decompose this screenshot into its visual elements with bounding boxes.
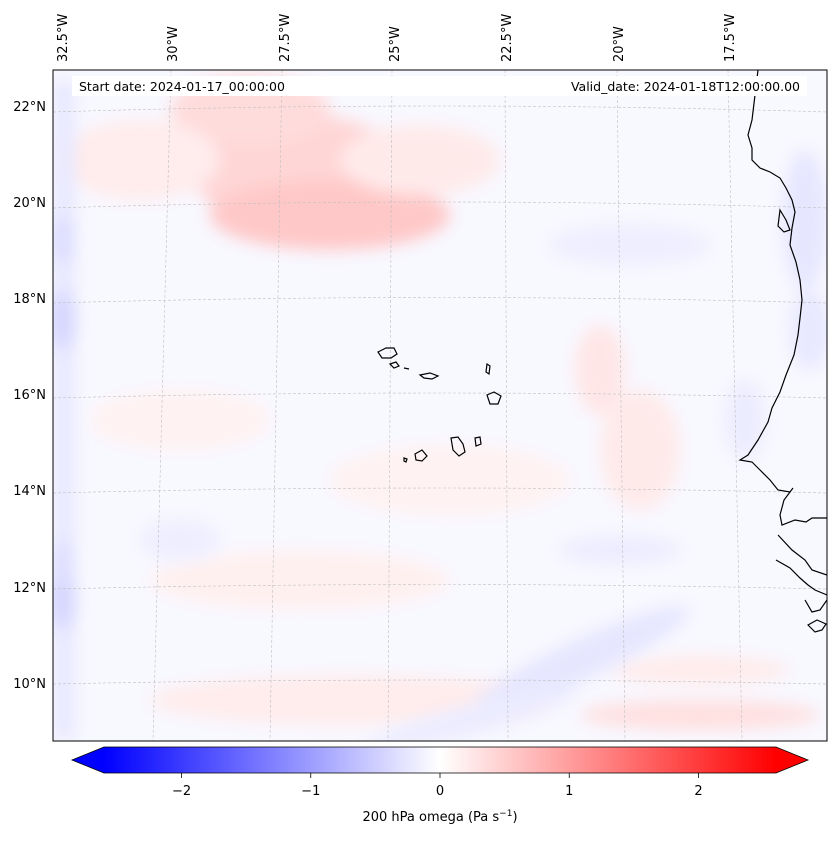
lat-label: 22°N	[13, 100, 46, 115]
colorbar-max-extend	[776, 747, 808, 773]
graticule	[53, 70, 827, 741]
lat-label: 20°N	[13, 196, 46, 211]
map-panel: Start date: 2024-01-17_00:00:00 Valid_da…	[52, 69, 828, 742]
colorbar-tick-label: 0	[436, 784, 444, 799]
positive-omega-region	[60, 75, 820, 730]
header-box	[72, 76, 807, 96]
start-date-label: Start date: 2024-01-17_00:00:00	[79, 79, 285, 94]
colorbar: −2 −1 0 1 2 200 hPa omega (Pa s−1)	[70, 746, 810, 825]
colorbar-tick-label: −1	[301, 784, 320, 799]
colorbar-label-main: 200 hPa omega (Pa s	[362, 810, 499, 825]
colorbar-ticks: −2 −1 0 1 2	[172, 773, 703, 799]
colorbar-label: 200 hPa omega (Pa s−1)	[362, 809, 517, 825]
colorbar-tick-label: 1	[565, 784, 573, 799]
lon-label: 25°W	[388, 26, 403, 62]
lon-label: 32.5°W	[56, 14, 71, 62]
latitude-labels: 22°N 20°N 18°N 16°N 14°N 12°N 10°N	[13, 100, 46, 692]
colorbar-tick-label: 2	[694, 784, 702, 799]
coastline	[738, 70, 827, 633]
colorbar-label-close: )	[512, 810, 517, 825]
lat-label: 14°N	[13, 484, 46, 499]
lat-label: 12°N	[13, 581, 46, 596]
lon-label: 30°W	[166, 26, 181, 62]
negative-omega-region	[53, 80, 827, 741]
lon-label: 22.5°W	[500, 14, 515, 62]
colorbar-min-extend	[72, 747, 104, 773]
colorbar-outline	[70, 746, 810, 774]
cape-verde-islands	[377, 347, 502, 463]
lat-label: 16°N	[13, 388, 46, 403]
map-frame	[52, 69, 828, 742]
lat-label: 10°N	[13, 677, 46, 692]
lon-label: 17.5°W	[723, 14, 738, 62]
lat-label: 18°N	[13, 292, 46, 307]
omega-field	[53, 75, 827, 741]
lon-label: 27.5°W	[278, 14, 293, 62]
lon-label: 20°W	[612, 26, 627, 62]
colorbar-tick-label: −2	[172, 784, 191, 799]
longitude-labels: 32.5°W 30°W 27.5°W 25°W 22.5°W 20°W 17.5…	[56, 14, 738, 62]
colorbar-label-exponent: −1	[499, 809, 512, 819]
colorbar-gradient	[104, 747, 776, 773]
valid-date-label: Valid_date: 2024-01-18T12:00:00.00	[571, 79, 800, 94]
